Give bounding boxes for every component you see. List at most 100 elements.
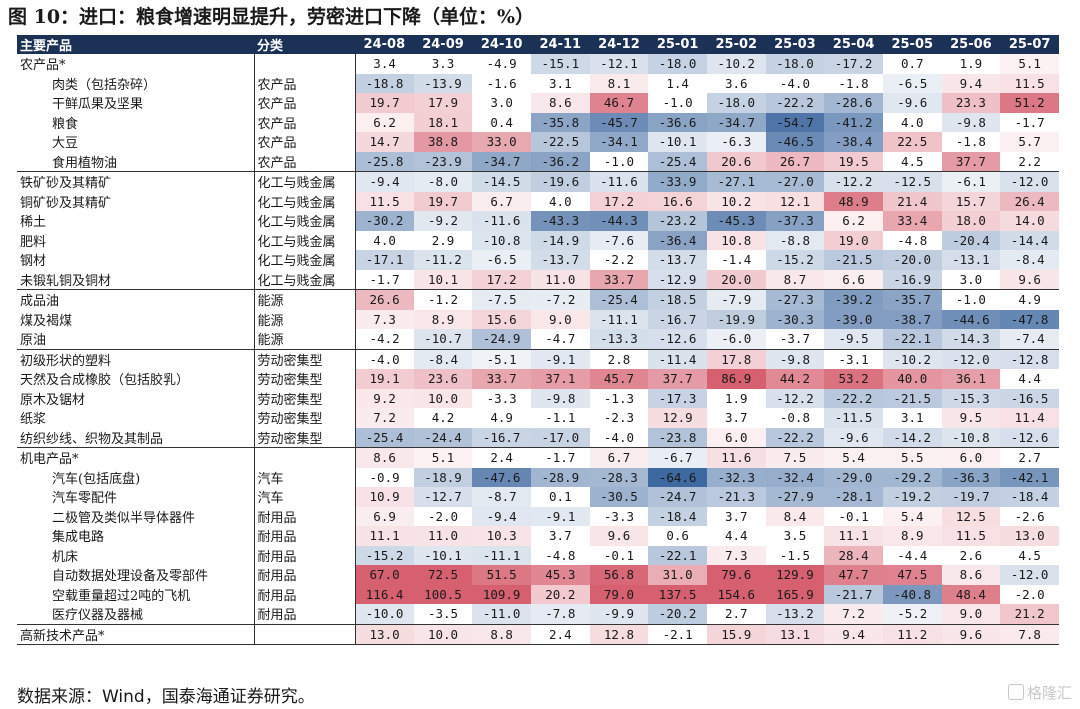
value-cell: 11.5: [355, 191, 414, 211]
product-name: 二极管及类似半导体器件: [17, 506, 255, 526]
header-month: 25-03: [765, 35, 825, 54]
value-cell: -14.3: [941, 329, 1001, 350]
value-cell: -1.5: [765, 545, 825, 565]
value-cell: 4.5: [1000, 545, 1059, 565]
value-cell: -11.6: [472, 211, 531, 231]
value-cell: -19.6: [530, 171, 590, 192]
value-cell: 15.6: [472, 309, 531, 329]
value-cell: -36.6: [648, 112, 707, 132]
value-cell: -44.6: [941, 309, 1001, 329]
product-category: 劳动密集型: [254, 427, 356, 448]
value-cell: 11.0: [413, 526, 473, 546]
value-cell: -15.2: [765, 250, 825, 270]
value-cell: 10.2: [706, 191, 766, 211]
product-category: [254, 447, 356, 468]
product-name: 机电产品*: [17, 447, 255, 468]
table-row: 集成电路 耐用品 11.1 11.0 10.3 3.7 9.6 0.6 4.4 3.5 11.1 8.…: [17, 526, 1059, 546]
value-cell: -27.0: [765, 171, 825, 192]
value-cell: 67.0: [355, 565, 414, 585]
value-cell: 8.8: [472, 624, 531, 645]
value-cell: -20.2: [648, 604, 707, 625]
value-cell: 20.6: [706, 151, 766, 172]
value-cell: -17.2: [824, 54, 883, 74]
value-cell: -21.7: [824, 584, 883, 604]
value-cell: 4.0: [355, 230, 414, 250]
value-cell: -12.0: [1000, 565, 1059, 585]
value-cell: -7.9: [706, 289, 766, 310]
value-cell: -7.4: [1000, 329, 1059, 350]
value-cell: 9.2: [355, 388, 414, 408]
value-cell: 10.1: [413, 269, 473, 290]
product-name: 稀土: [17, 211, 255, 231]
value-cell: -18.4: [648, 506, 707, 526]
table-row: 自动数据处理设备及零部件 耐用品 67.0 72.5 51.5 45.3 56.8 31.0 7…: [17, 565, 1059, 585]
product-category: 劳动密集型: [254, 388, 356, 408]
value-cell: -19.2: [882, 487, 942, 507]
value-cell: -1.7: [355, 269, 414, 290]
value-cell: 33.7: [589, 269, 649, 290]
product-category: 化工与贱金属: [254, 171, 356, 192]
value-cell: 4.5: [882, 151, 942, 172]
header-month: 25-02: [706, 35, 766, 54]
value-cell: 8.9: [882, 526, 942, 546]
value-cell: 3.5: [765, 526, 825, 546]
product-category: 化工与贱金属: [254, 191, 356, 211]
value-cell: 2.7: [706, 604, 766, 625]
value-cell: 5.5: [882, 447, 942, 468]
value-cell: 3.0: [472, 93, 531, 113]
value-cell: -12.0: [1000, 171, 1059, 192]
value-cell: -25.4: [648, 151, 707, 172]
value-cell: -21.3: [706, 487, 766, 507]
value-cell: -12.5: [882, 171, 942, 192]
table-row: 汽车(包括底盘) 汽车 -0.9 -18.9 -47.6 -28.9 -28.3 -64.6-…: [17, 467, 1059, 487]
value-cell: -17.1: [355, 250, 414, 270]
value-cell: 11.0: [530, 269, 590, 290]
value-cell: -4.2: [355, 329, 414, 350]
value-cell: -22.5: [530, 132, 590, 152]
value-cell: 19.7: [355, 93, 414, 113]
value-cell: -2.0: [1000, 584, 1059, 604]
product-name: 医疗仪器及器械: [17, 604, 255, 625]
value-cell: 26.4: [1000, 191, 1059, 211]
table-row: 铜矿砂及其精矿 化工与贱金属 11.5 19.7 6.7 4.0 17.2 16.6 10.2 1…: [17, 191, 1059, 211]
value-cell: 2.8: [589, 349, 649, 369]
value-cell: -34.7: [706, 112, 766, 132]
value-cell: -8.0: [413, 171, 473, 192]
value-cell: 18.1: [413, 112, 473, 132]
value-cell: -18.8: [355, 73, 414, 93]
value-cell: -12.6: [648, 329, 707, 350]
value-cell: -6.5: [472, 250, 531, 270]
value-cell: -11.1: [589, 309, 649, 329]
value-cell: -8.8: [765, 230, 825, 250]
value-cell: -14.9: [530, 230, 590, 250]
value-cell: -22.1: [882, 329, 942, 350]
value-cell: -6.7: [648, 447, 707, 468]
value-cell: 14.7: [355, 132, 414, 152]
value-cell: 51.5: [472, 565, 531, 585]
table-row: 纸浆 劳动密集型 7.2 4.2 4.9 -1.1 -2.3 12.9 3.7 -0.8 -11.5…: [17, 408, 1059, 428]
header-month: 25-04: [824, 35, 883, 54]
value-cell: -4.0: [589, 427, 649, 448]
value-cell: 1.4: [648, 73, 707, 93]
value-cell: -16.9: [882, 269, 942, 290]
value-cell: -11.6: [589, 171, 649, 192]
table-row: 医疗仪器及器械 耐用品 -10.0 -3.5 -11.0 -7.8 -9.9 -20.2 2.7…: [17, 604, 1059, 625]
header-product: 主要产品: [17, 35, 255, 54]
value-cell: -9.9: [589, 604, 649, 625]
value-cell: 5.7: [1000, 132, 1059, 152]
value-cell: -22.2: [765, 427, 825, 448]
table-row: 大豆 农产品 14.7 38.8 33.0 -22.5 -34.1 -10.1 -6.3 -46.…: [17, 132, 1059, 152]
product-name: 农产品*: [17, 54, 255, 74]
value-cell: -39.2: [824, 289, 883, 310]
value-cell: 1.9: [941, 54, 1001, 74]
value-cell: -4.8: [882, 230, 942, 250]
product-category: 化工与贱金属: [254, 250, 356, 270]
value-cell: 10.3: [472, 526, 531, 546]
value-cell: 12.5: [941, 506, 1001, 526]
value-cell: -10.2: [882, 349, 942, 369]
table-header-row: 主要产品 分类 24-08 24-09 24-10 24-11 24-12 25-01 25-0…: [17, 35, 1059, 54]
data-source-note: 数据来源：Wind，国泰海通证券研究。: [17, 687, 315, 707]
value-cell: -4.9: [472, 54, 531, 74]
value-cell: -12.1: [589, 54, 649, 74]
value-cell: 79.0: [589, 584, 649, 604]
